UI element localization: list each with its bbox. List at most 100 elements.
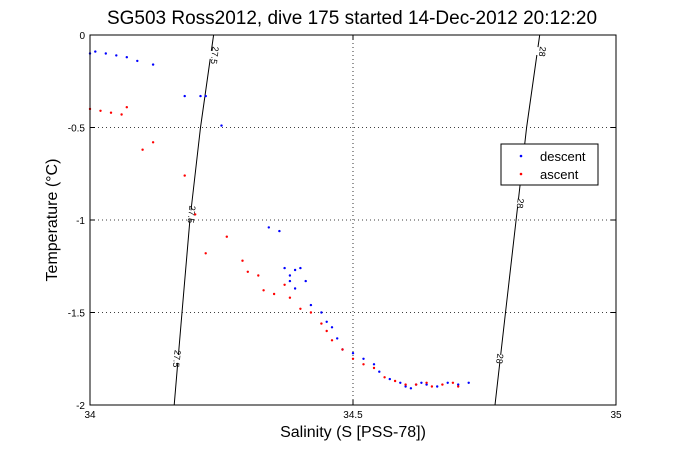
ascent-point [125, 106, 128, 109]
isopycnals: 27.5 27.5 27.5 28 28 28 [166, 34, 553, 406]
isopycnal-label: 28 [494, 353, 505, 364]
ascent-point [288, 296, 292, 299]
ascent-point [372, 366, 376, 370]
isopycnal-label-bg [181, 209, 202, 220]
ascent-point [362, 363, 365, 366]
descent-point [288, 279, 292, 283]
x-tick-label: 34 [84, 410, 96, 421]
y-tick-label: -1.5 [68, 309, 86, 320]
ascent-point [441, 383, 444, 386]
ascent-point [309, 311, 313, 314]
y-tick-label: -2 [76, 401, 85, 412]
descent-point [125, 56, 128, 59]
descent-point [351, 352, 355, 355]
descent-point [320, 311, 323, 314]
descent-point [467, 381, 470, 384]
legend-box [500, 143, 599, 186]
descent-point [399, 381, 402, 384]
axis-ticks: 34 34.5 35 0 -0.5 -1 -1.5 -2 [68, 31, 622, 421]
ascent-point [99, 109, 102, 113]
ascent-point [246, 270, 249, 273]
descent-point [436, 385, 439, 388]
descent-point [183, 94, 186, 98]
isopycnal-label-bg [509, 198, 531, 209]
descent-point [309, 303, 313, 307]
descent-point [409, 387, 413, 390]
legend-label-ascent: ascent [540, 167, 579, 182]
ascent-point [351, 357, 355, 360]
isopycnal-label-bg [204, 50, 226, 61]
isopycnal-label: 27.5 [209, 46, 221, 64]
ascent-point [141, 148, 144, 151]
ascent-point [330, 339, 334, 342]
descent-point [325, 320, 328, 323]
isopycnal-line [494, 34, 541, 406]
descent-point [420, 381, 423, 384]
descent-point [330, 326, 334, 329]
isopycnal-label: 27.5 [186, 205, 198, 223]
isopycnal-label: 28 [537, 46, 548, 57]
isopycnal-label-bg [166, 353, 188, 364]
ascent-point [283, 283, 286, 286]
legend-label-descent: descent [540, 149, 586, 164]
ascent-point [430, 385, 434, 388]
ascent-point [404, 383, 407, 386]
descent-point [336, 337, 339, 340]
ascent-point [262, 289, 265, 292]
descent-point [220, 124, 223, 127]
descent-point [136, 59, 139, 63]
y-axis-label: Temperature (°C) [44, 159, 61, 282]
descent-point [293, 268, 297, 272]
ascent-point [341, 348, 344, 351]
descent-point [404, 385, 407, 388]
descent-point [362, 357, 365, 360]
descent-point [372, 363, 376, 366]
descent-point [457, 383, 460, 386]
ascent-point [457, 385, 460, 388]
ascent-point [151, 141, 155, 144]
x-axis-label: Salinity (S [PSS-78]) [280, 424, 426, 441]
descent-point [151, 63, 155, 66]
descent-point [425, 383, 428, 386]
ascent-point [183, 174, 186, 177]
ascent-point [414, 383, 418, 386]
ascent-point [425, 381, 428, 384]
ascent-point [393, 379, 397, 383]
descent-point [94, 50, 97, 53]
ascent-point [225, 235, 228, 238]
descent-point [283, 266, 286, 270]
descent-point [267, 226, 270, 229]
descent-point [288, 274, 292, 277]
legend-marker-descent [519, 154, 523, 158]
ascent-point [204, 252, 207, 255]
ascent-point [194, 213, 197, 216]
descent-point [378, 370, 381, 373]
y-tick-label: 0 [79, 31, 85, 42]
chart-title: SG503 Ross2012, dive 175 started 14-Dec-… [107, 8, 597, 29]
ascent-point [272, 292, 276, 296]
descent-point [388, 377, 391, 381]
grid [90, 35, 616, 405]
descent-point [204, 94, 207, 98]
legend-marker-ascent [519, 172, 523, 176]
x-tick-label: 34.5 [343, 410, 363, 421]
ascent-point [299, 307, 302, 310]
x-tick-label: 35 [610, 410, 622, 421]
ascent-point [320, 322, 323, 325]
descent-point [115, 54, 118, 57]
ascent-point [257, 274, 260, 277]
isopycnal-label-bg [531, 46, 553, 57]
plot-area: 27.5 27.5 27.5 28 28 28 34 34.5 35 0 -0.5 -1 -1.5 -2 [68, 31, 622, 421]
ascent-point [383, 376, 386, 379]
ascent-point [120, 113, 123, 116]
legend: descent ascent [500, 143, 599, 186]
ascent-point [325, 329, 328, 333]
descent-point [293, 287, 297, 290]
ascent-point [241, 259, 244, 262]
descent-point [278, 229, 281, 233]
y-tick-label: -0.5 [68, 124, 86, 135]
descent-point [304, 279, 307, 283]
descent-point [199, 94, 202, 98]
isopycnal-label-bg [489, 353, 511, 364]
